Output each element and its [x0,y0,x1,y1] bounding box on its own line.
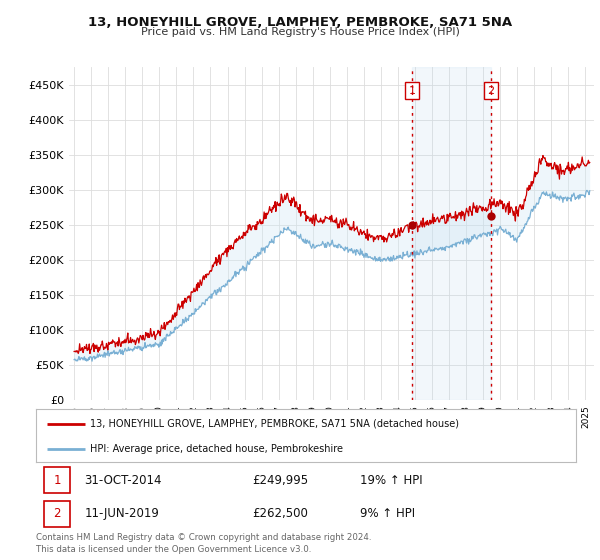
Text: 9% ↑ HPI: 9% ↑ HPI [360,507,415,520]
Text: 13, HONEYHILL GROVE, LAMPHEY, PEMBROKE, SA71 5NA (detached house): 13, HONEYHILL GROVE, LAMPHEY, PEMBROKE, … [90,419,459,429]
FancyBboxPatch shape [44,501,70,526]
Text: Contains HM Land Registry data © Crown copyright and database right 2024.
This d: Contains HM Land Registry data © Crown c… [36,533,371,554]
Text: HPI: Average price, detached house, Pembrokeshire: HPI: Average price, detached house, Pemb… [90,444,343,454]
Text: 31-OCT-2014: 31-OCT-2014 [85,474,162,487]
Text: £249,995: £249,995 [252,474,308,487]
Text: 13, HONEYHILL GROVE, LAMPHEY, PEMBROKE, SA71 5NA: 13, HONEYHILL GROVE, LAMPHEY, PEMBROKE, … [88,16,512,29]
FancyBboxPatch shape [44,468,70,493]
Text: 1: 1 [53,474,61,487]
Text: 11-JUN-2019: 11-JUN-2019 [85,507,160,520]
Text: Price paid vs. HM Land Registry's House Price Index (HPI): Price paid vs. HM Land Registry's House … [140,27,460,37]
Bar [412,67,491,400]
Text: 19% ↑ HPI: 19% ↑ HPI [360,474,422,487]
Text: £262,500: £262,500 [252,507,308,520]
Text: 1: 1 [409,86,416,96]
Text: 2: 2 [53,507,61,520]
Text: 2: 2 [487,86,494,96]
